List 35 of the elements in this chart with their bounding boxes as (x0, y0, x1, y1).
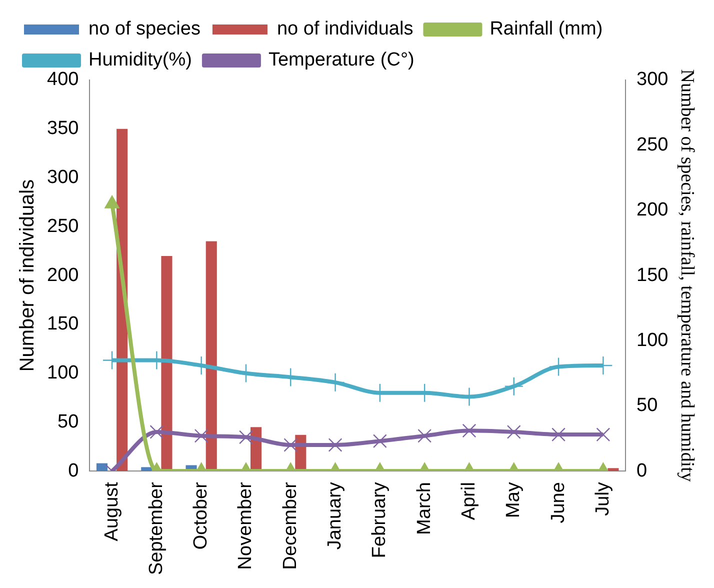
legend-label: Temperature (C°) (268, 50, 414, 71)
x-tick-label: April (458, 482, 480, 520)
x-tick-label: August (101, 481, 122, 542)
x-tick-label: July (592, 482, 614, 516)
x-tick-label: February (369, 482, 390, 558)
x-tick-label: March (414, 482, 435, 535)
y2-tick-label: 200 (636, 200, 668, 221)
y-tick-label: 300 (47, 167, 79, 188)
x-tick-label: October (190, 481, 212, 550)
legend-label: Humidity(%) (88, 50, 192, 71)
y2-tick-label: 300 (636, 69, 668, 90)
x-tick-label: January (324, 482, 346, 550)
y-tick-label: 150 (47, 314, 79, 335)
x-tick-label: November (235, 481, 256, 570)
x-tick-label: December (280, 481, 301, 570)
y2-axis-title: Number of species, rainfall, temperature and humidity (676, 69, 698, 482)
legend-label: no of individuals (276, 18, 414, 40)
legend-label: Rainfall (mm) (490, 18, 603, 40)
y-tick-label: 250 (47, 216, 79, 237)
y2-tick-label: 100 (636, 330, 668, 351)
y-tick-label: 400 (47, 69, 79, 90)
legend-label: no of species (88, 18, 200, 40)
x-tick-label: May (503, 482, 524, 518)
y-tick-label: 350 (47, 118, 79, 140)
y-tick-label: 0 (68, 460, 79, 482)
x-tick-label: June (548, 482, 569, 524)
y2-tick-label: 50 (636, 395, 658, 416)
y2-tick-label: 250 (636, 134, 668, 156)
y-axis-title: Number of individuals (16, 179, 39, 372)
y-tick-label: 200 (47, 264, 79, 286)
y2-tick-label: 0 (636, 460, 648, 482)
y-tick-label: 100 (47, 362, 79, 384)
x-tick-label: September (146, 481, 167, 576)
y2-tick-label: 150 (636, 264, 668, 286)
y-tick-label: 50 (58, 411, 79, 432)
